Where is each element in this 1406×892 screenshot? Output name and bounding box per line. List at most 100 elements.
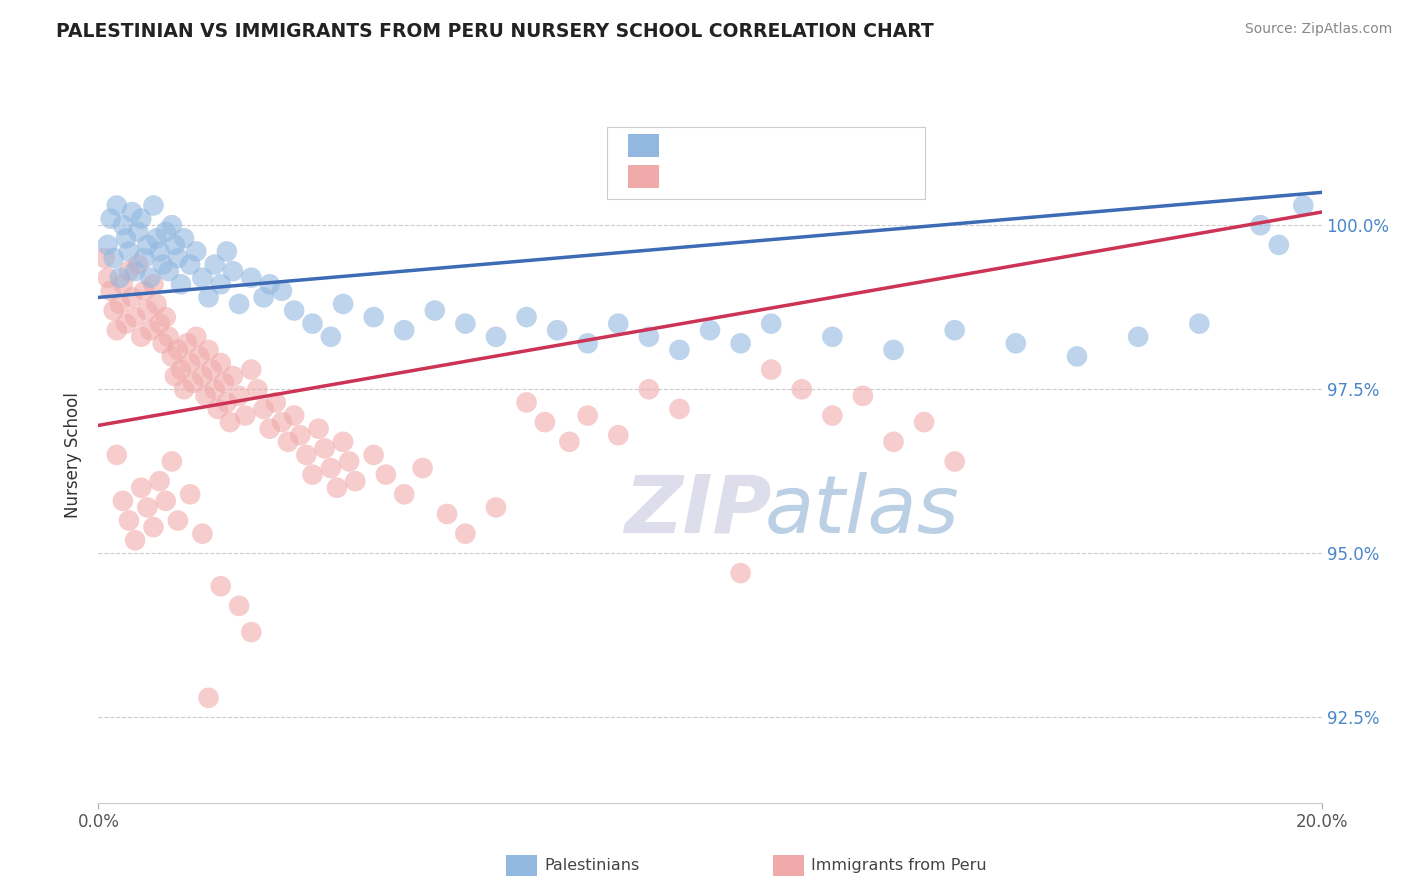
- Point: [607, 317, 630, 331]
- Point: [240, 625, 263, 640]
- Point: [219, 415, 242, 429]
- Point: [111, 218, 134, 232]
- Point: [326, 481, 349, 495]
- Point: [1188, 317, 1211, 331]
- Point: [167, 343, 190, 357]
- Point: [160, 218, 183, 232]
- Text: Immigrants from Peru: Immigrants from Peru: [811, 858, 987, 872]
- Point: [821, 409, 844, 423]
- Point: [638, 330, 661, 344]
- Point: [392, 323, 416, 337]
- Text: R = 0.386   N = 105: R = 0.386 N = 105: [671, 168, 852, 186]
- Point: [188, 350, 211, 364]
- Point: [319, 330, 342, 344]
- Point: [191, 270, 214, 285]
- Point: [516, 395, 538, 409]
- Point: [108, 297, 131, 311]
- Point: [290, 428, 312, 442]
- Point: [136, 303, 159, 318]
- Point: [209, 356, 232, 370]
- Point: [136, 500, 159, 515]
- Point: [270, 284, 294, 298]
- Point: [100, 211, 122, 226]
- Point: [186, 330, 208, 344]
- Point: [233, 409, 256, 423]
- Point: [200, 362, 222, 376]
- Point: [134, 284, 156, 298]
- Point: [179, 258, 201, 272]
- Text: R = 0.454   N =  67: R = 0.454 N = 67: [671, 136, 846, 154]
- Point: [228, 389, 250, 403]
- Point: [699, 323, 721, 337]
- Point: [761, 317, 783, 331]
- Point: [264, 395, 287, 409]
- Point: [283, 303, 305, 318]
- Point: [228, 297, 250, 311]
- Point: [176, 336, 198, 351]
- Point: [212, 376, 235, 390]
- Point: [124, 310, 146, 324]
- Point: [129, 481, 152, 495]
- Point: [127, 225, 149, 239]
- Point: [259, 422, 281, 436]
- Point: [179, 356, 201, 370]
- Point: [1268, 238, 1291, 252]
- Point: [191, 526, 214, 541]
- Point: [301, 467, 323, 482]
- Point: [121, 290, 143, 304]
- Point: [115, 231, 138, 245]
- Point: [344, 474, 367, 488]
- Point: [155, 494, 177, 508]
- Point: [124, 264, 146, 278]
- Point: [181, 376, 204, 390]
- Point: [97, 238, 120, 252]
- Point: [638, 382, 661, 396]
- Point: [93, 251, 115, 265]
- Point: [194, 389, 217, 403]
- Point: [167, 514, 190, 528]
- Point: [139, 323, 162, 337]
- Point: [912, 415, 935, 429]
- Point: [319, 461, 342, 475]
- Point: [118, 264, 141, 278]
- Point: [163, 369, 186, 384]
- Point: [436, 507, 458, 521]
- Y-axis label: Nursery School: Nursery School: [65, 392, 83, 518]
- Text: PALESTINIAN VS IMMIGRANTS FROM PERU NURSERY SCHOOL CORRELATION CHART: PALESTINIAN VS IMMIGRANTS FROM PERU NURS…: [56, 22, 934, 41]
- Point: [332, 434, 354, 449]
- Point: [186, 244, 208, 259]
- Point: [607, 428, 630, 442]
- Point: [142, 277, 165, 292]
- Point: [246, 382, 269, 396]
- Point: [145, 231, 167, 245]
- Point: [668, 343, 690, 357]
- Point: [228, 599, 250, 613]
- Point: [454, 317, 477, 331]
- Point: [790, 382, 813, 396]
- Point: [412, 461, 434, 475]
- Point: [115, 317, 138, 331]
- Point: [204, 382, 226, 396]
- Point: [332, 297, 354, 311]
- Point: [730, 566, 752, 580]
- Point: [516, 310, 538, 324]
- Point: [240, 362, 263, 376]
- Point: [363, 310, 385, 324]
- Point: [485, 330, 508, 344]
- Point: [179, 487, 201, 501]
- Point: [134, 251, 156, 265]
- Point: [149, 474, 172, 488]
- Point: [423, 303, 446, 318]
- Point: [111, 494, 134, 508]
- Point: [149, 317, 172, 331]
- Point: [103, 303, 125, 318]
- Point: [546, 323, 568, 337]
- Text: Palestinians: Palestinians: [544, 858, 640, 872]
- Point: [259, 277, 281, 292]
- Point: [558, 434, 581, 449]
- Point: [337, 454, 360, 468]
- Point: [943, 454, 966, 468]
- Point: [145, 297, 167, 311]
- Point: [170, 362, 193, 376]
- Point: [576, 409, 599, 423]
